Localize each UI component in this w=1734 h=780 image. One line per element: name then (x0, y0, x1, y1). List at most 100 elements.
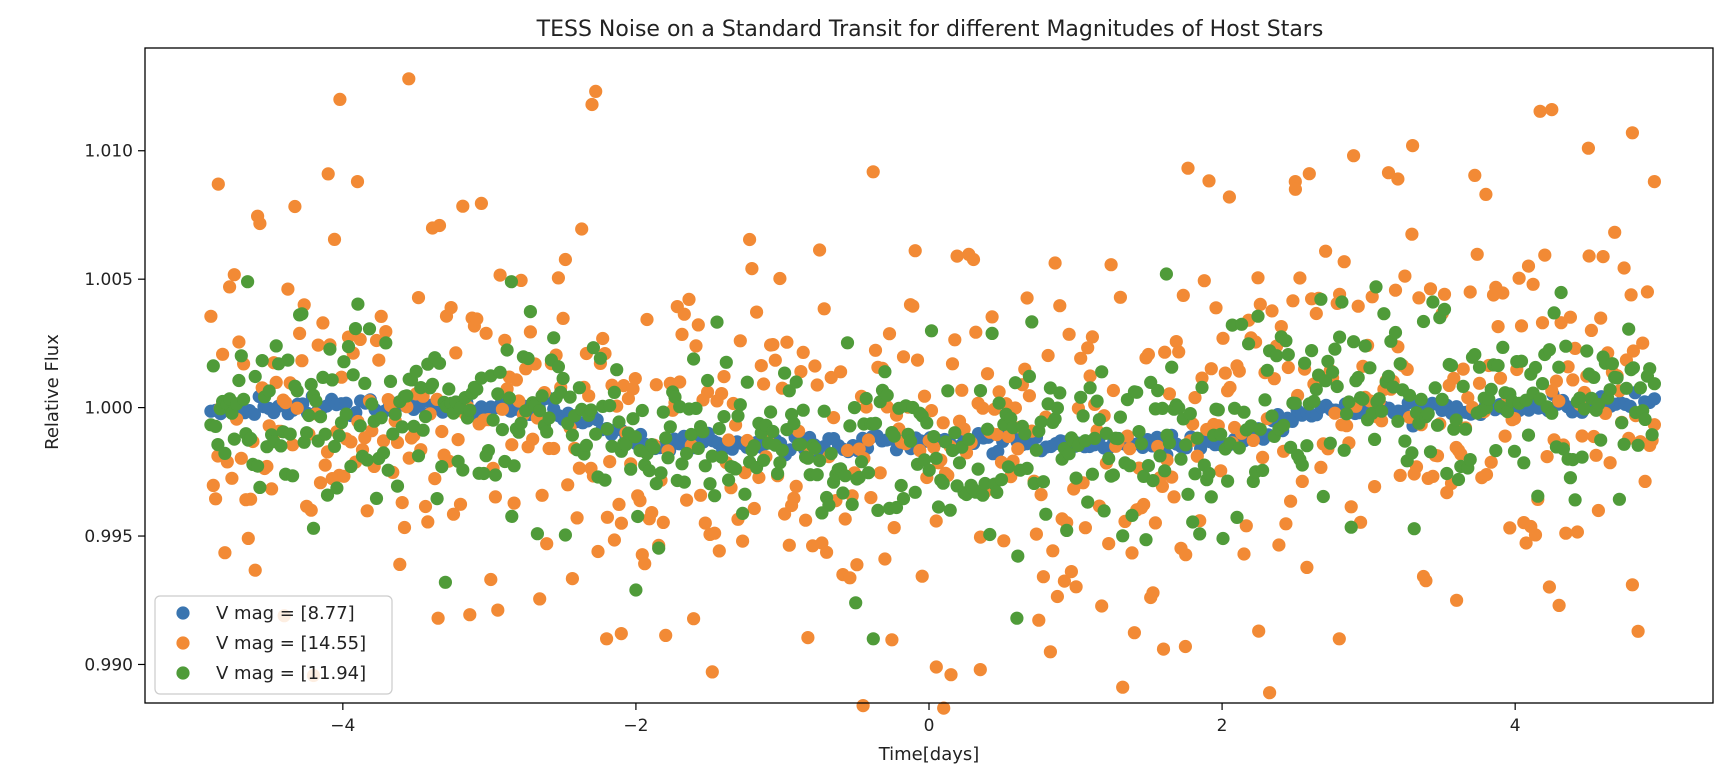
data-point (698, 516, 712, 530)
data-point (1622, 322, 1636, 336)
data-point (1631, 438, 1645, 452)
data-point (339, 396, 353, 410)
points-layer (204, 72, 1661, 715)
data-point (1309, 306, 1323, 321)
data-point (945, 357, 960, 371)
data-point (920, 416, 934, 430)
data-point (652, 541, 666, 555)
data-point (871, 503, 885, 517)
data-point (656, 405, 670, 419)
data-point (757, 377, 771, 391)
data-point (689, 401, 703, 415)
data-point (1265, 304, 1279, 318)
data-point (1202, 174, 1216, 188)
data-point (1218, 366, 1232, 380)
data-point (859, 391, 873, 406)
data-point (290, 401, 304, 415)
data-point (659, 431, 673, 445)
data-point (1535, 377, 1550, 391)
data-point (514, 273, 528, 287)
data-point (1456, 362, 1470, 376)
data-point (1293, 271, 1307, 285)
data-point (1178, 639, 1192, 654)
data-point (1463, 453, 1477, 467)
data-point (1148, 516, 1162, 530)
data-point (1204, 490, 1218, 504)
data-point (600, 422, 615, 436)
data-point (484, 572, 498, 587)
data-point (547, 331, 561, 345)
data-point (1625, 578, 1639, 592)
data-point (1253, 422, 1267, 436)
x-tick-label: 4 (1510, 716, 1521, 736)
data-point (1256, 450, 1270, 464)
data-point (698, 459, 712, 473)
legend-marker (176, 666, 190, 680)
data-point (910, 353, 925, 367)
data-point (1195, 380, 1209, 394)
data-point (1631, 624, 1645, 638)
data-point (1165, 360, 1179, 374)
data-point (1381, 369, 1396, 383)
data-point (1468, 168, 1482, 182)
data-point (1351, 299, 1365, 313)
data-point (1423, 282, 1438, 296)
data-point (234, 349, 248, 363)
data-point (1162, 387, 1176, 401)
data-point (1159, 267, 1173, 281)
data-point (1237, 405, 1251, 419)
data-point (316, 316, 330, 330)
data-point (624, 462, 638, 476)
data-point (565, 428, 580, 442)
data-point (432, 218, 447, 233)
data-point (418, 499, 433, 514)
data-point (1309, 382, 1323, 396)
data-point (822, 498, 836, 512)
data-point (1039, 507, 1053, 521)
data-point (1388, 325, 1403, 340)
data-point (1398, 269, 1412, 283)
data-point (556, 371, 570, 386)
data-point (1514, 354, 1529, 368)
data-point (1069, 471, 1083, 485)
data-point (1398, 434, 1412, 448)
data-point (1069, 580, 1083, 594)
data-point (1554, 285, 1568, 300)
data-point (722, 473, 736, 487)
data-point (717, 410, 731, 424)
data-point (211, 177, 225, 191)
data-point (1001, 460, 1016, 474)
data-point (733, 398, 747, 412)
data-point (1111, 432, 1125, 446)
data-point (948, 426, 962, 440)
data-point (1451, 472, 1466, 487)
data-point (1559, 526, 1573, 540)
data-point (1179, 438, 1193, 452)
data-point (680, 493, 694, 507)
data-point (1081, 495, 1095, 509)
data-point (768, 353, 782, 367)
data-point (1064, 565, 1078, 579)
data-point (360, 453, 374, 467)
data-point (353, 419, 367, 433)
data-point (1330, 379, 1344, 394)
x-axis-label: Time[days] (878, 744, 980, 765)
data-point (629, 583, 643, 597)
data-point (969, 325, 983, 339)
data-point (1328, 406, 1342, 420)
data-point (936, 476, 950, 490)
data-point (1252, 624, 1266, 638)
data-point (1141, 347, 1155, 362)
data-point (752, 470, 766, 485)
data-point (985, 326, 999, 340)
data-point (1288, 396, 1302, 410)
data-point (209, 419, 223, 433)
data-point (586, 341, 601, 355)
data-point (411, 449, 426, 463)
data-point (614, 516, 629, 530)
data-point (1302, 167, 1316, 181)
data-point (1437, 302, 1452, 316)
data-point (1333, 330, 1347, 344)
data-point (1500, 405, 1515, 419)
data-point (1612, 492, 1626, 506)
